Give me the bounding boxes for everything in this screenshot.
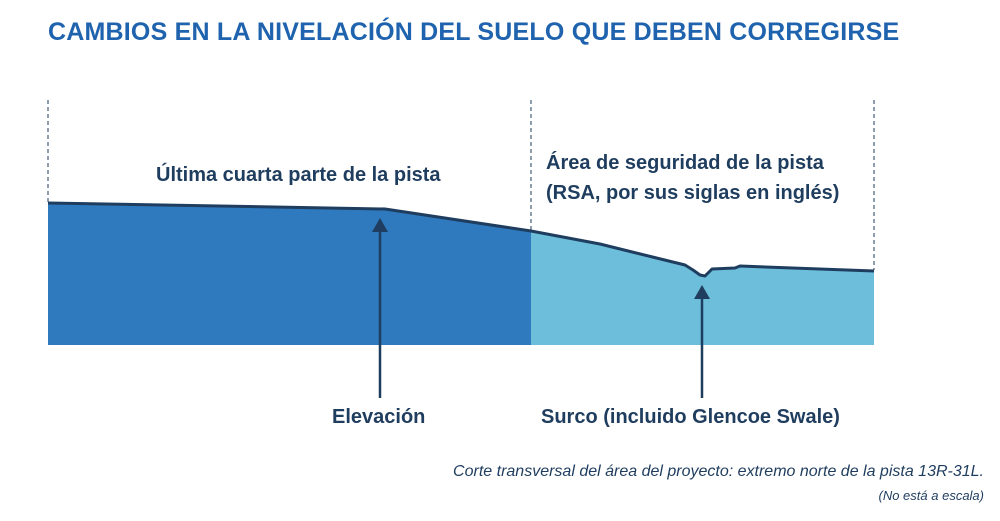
swale-label: Surco (incluido Glencoe Swale): [541, 406, 840, 428]
elevation-arrow-head: [372, 218, 388, 232]
elevation-label: Elevación: [332, 406, 426, 428]
scale-note: (No está a escala): [878, 488, 985, 503]
page-title: CAMBIOS EN LA NIVELACIÓN DEL SUELO QUE D…: [48, 18, 900, 46]
swale-arrow-head: [694, 285, 710, 299]
caption: Corte transversal del área del proyecto:…: [453, 463, 984, 480]
rsa-label-line2: (RSA, por sus siglas en inglés): [546, 182, 840, 204]
ground-profile-line: [47, 201, 875, 278]
rsa-label: Área de seguridad de la pista (RSA, por …: [546, 148, 839, 208]
runway-label: Última cuarta parte de la pista: [156, 164, 441, 186]
rsa-label-line1: Área de seguridad de la pista: [546, 152, 824, 174]
runway-region: [48, 203, 531, 345]
